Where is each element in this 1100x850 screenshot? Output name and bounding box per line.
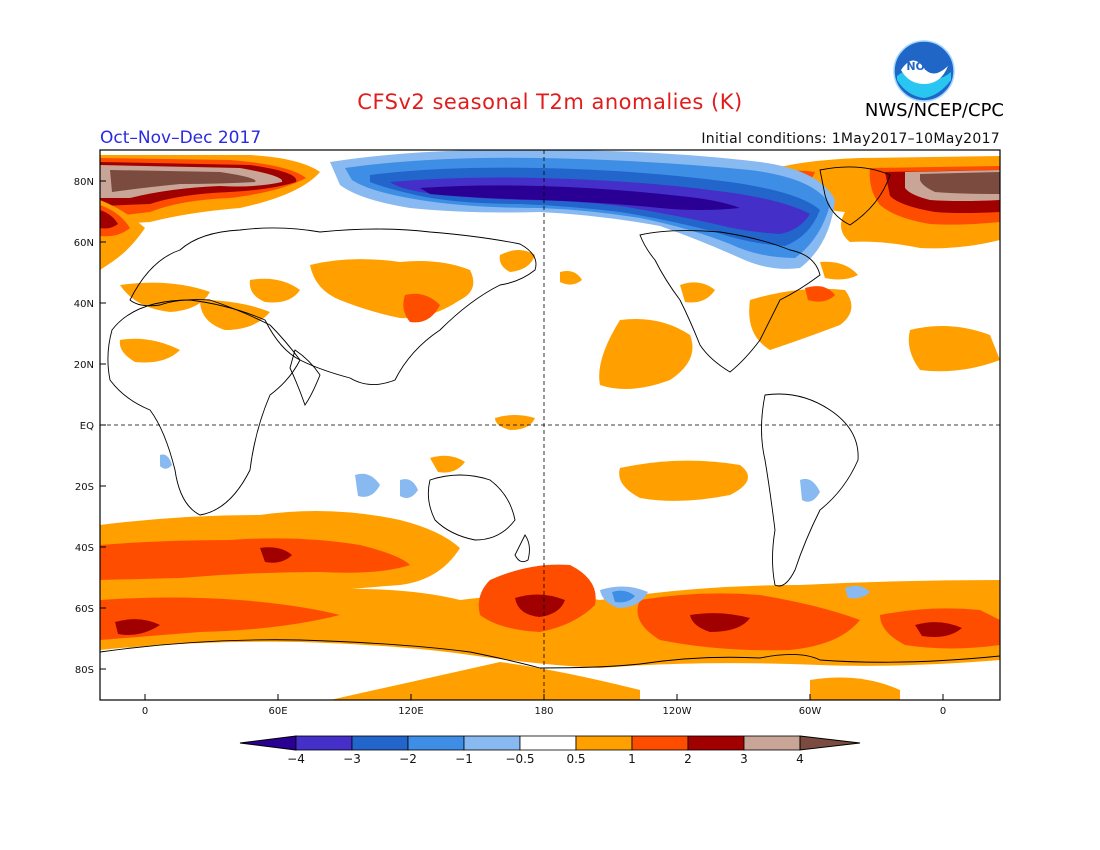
warm-region	[403, 293, 440, 323]
colorbar-swatch	[575, 735, 633, 751]
latitude-label: 80S	[75, 665, 94, 676]
colorbar-label: −4	[287, 752, 305, 766]
coastline-new-zealand	[514, 534, 530, 563]
longitude-label: 0	[940, 706, 946, 717]
season-label: Oct–Nov–Dec 2017	[100, 128, 262, 148]
longitude-label: 60W	[799, 706, 822, 717]
coastline-greenland	[819, 166, 891, 226]
colorbar-label: −1	[455, 752, 473, 766]
warm-region	[249, 278, 300, 303]
warm-region	[330, 662, 640, 700]
colorbar-swatch	[407, 735, 465, 751]
latitude-label: 80N	[74, 177, 94, 188]
latitude-labels: 80N 60N 40N 20N EQ 20S 40S 60S 80S	[74, 177, 106, 676]
warm-region	[680, 282, 715, 303]
warm-region	[430, 455, 465, 473]
colorbar-label: 1	[628, 752, 636, 766]
warm-region	[619, 460, 748, 501]
colorbar-label: 3	[740, 752, 748, 766]
latitude-label: 20S	[75, 482, 94, 493]
coastline-antarctica	[100, 639, 1000, 669]
warm-region	[100, 597, 340, 640]
noaa-logo: NOAA	[893, 40, 955, 102]
warm-region	[749, 288, 852, 350]
cold-region	[160, 454, 172, 469]
latitude-label: EQ	[80, 421, 94, 432]
latitude-label: 40S	[75, 543, 94, 554]
warm-region	[637, 593, 860, 651]
warm-region	[810, 677, 900, 700]
coastline-africa	[107, 299, 301, 516]
latitude-label: 60S	[75, 604, 94, 615]
colorbar-swatch	[295, 735, 353, 751]
longitude-label: 120W	[663, 706, 692, 717]
warm-region	[495, 415, 535, 430]
warm-region	[119, 338, 180, 363]
warm-region	[690, 613, 750, 632]
longitude-labels: 0 60E 120E 180 120W 60W 0	[142, 694, 946, 717]
warm-region	[915, 622, 962, 637]
warm-region	[100, 538, 410, 580]
longitude-label: 60E	[268, 706, 287, 717]
warm-region	[100, 210, 118, 229]
cold-region	[400, 479, 418, 498]
initial-conditions-label: Initial conditions: 1May2017–10May2017	[701, 131, 1000, 147]
coastlines	[100, 166, 1000, 669]
colorbar-swatch	[687, 735, 745, 751]
warm-region	[200, 300, 270, 330]
warm-region	[920, 172, 1000, 194]
colorbar-swatch	[743, 735, 801, 751]
colorbar-swatch	[351, 735, 409, 751]
warm-region	[115, 619, 160, 635]
colorbar-label: 0.5	[566, 752, 585, 766]
coastline-north-america	[639, 230, 821, 373]
cold-region	[612, 590, 635, 603]
warm-region	[599, 319, 693, 389]
colorbar-arrow-high	[799, 735, 861, 751]
coastline-india	[289, 349, 321, 406]
coastline-south-america	[761, 393, 859, 587]
colorbar-label: 4	[796, 752, 804, 766]
warm-region	[110, 170, 256, 192]
coastline-australia	[427, 474, 516, 541]
chart-title: CFSv2 seasonal T2m anomalies (K)	[357, 90, 743, 114]
warm-region	[805, 286, 835, 302]
warm-region	[499, 250, 535, 272]
latitude-label: 40N	[74, 299, 94, 310]
colorbar-label: −2	[399, 752, 417, 766]
longitude-label: 0	[142, 706, 148, 717]
warm-region	[820, 261, 858, 280]
anomaly-fields	[100, 150, 1000, 700]
colorbar: −4 −3 −2 −1 −0.5 0.5 1 2 3 4	[239, 735, 861, 766]
cold-region	[800, 478, 820, 502]
colorbar-label: −0.5	[505, 752, 534, 766]
coastline-eurasia	[129, 227, 537, 385]
colorbar-label: 2	[684, 752, 692, 766]
colorbar-swatch	[463, 735, 521, 751]
colorbar-swatch	[631, 735, 689, 751]
warm-region	[120, 282, 210, 312]
latitude-label: 20N	[74, 360, 94, 371]
colorbar-label: −3	[343, 752, 361, 766]
cold-region	[355, 473, 380, 497]
colorbar-swatch	[519, 735, 577, 751]
warm-region	[515, 594, 565, 617]
warm-region	[260, 547, 292, 563]
agency-label: NWS/NCEP/CPC	[864, 100, 1004, 121]
longitude-label: 120E	[398, 706, 423, 717]
colorbar-arrow-low	[239, 735, 297, 751]
noaa-logo-text: NOAA	[906, 60, 942, 73]
latitude-label: 60N	[74, 238, 94, 249]
cold-region	[420, 185, 740, 210]
cold-region	[845, 585, 870, 599]
warm-region	[560, 271, 582, 285]
warm-region	[908, 326, 1000, 372]
longitude-label: 180	[534, 706, 553, 717]
